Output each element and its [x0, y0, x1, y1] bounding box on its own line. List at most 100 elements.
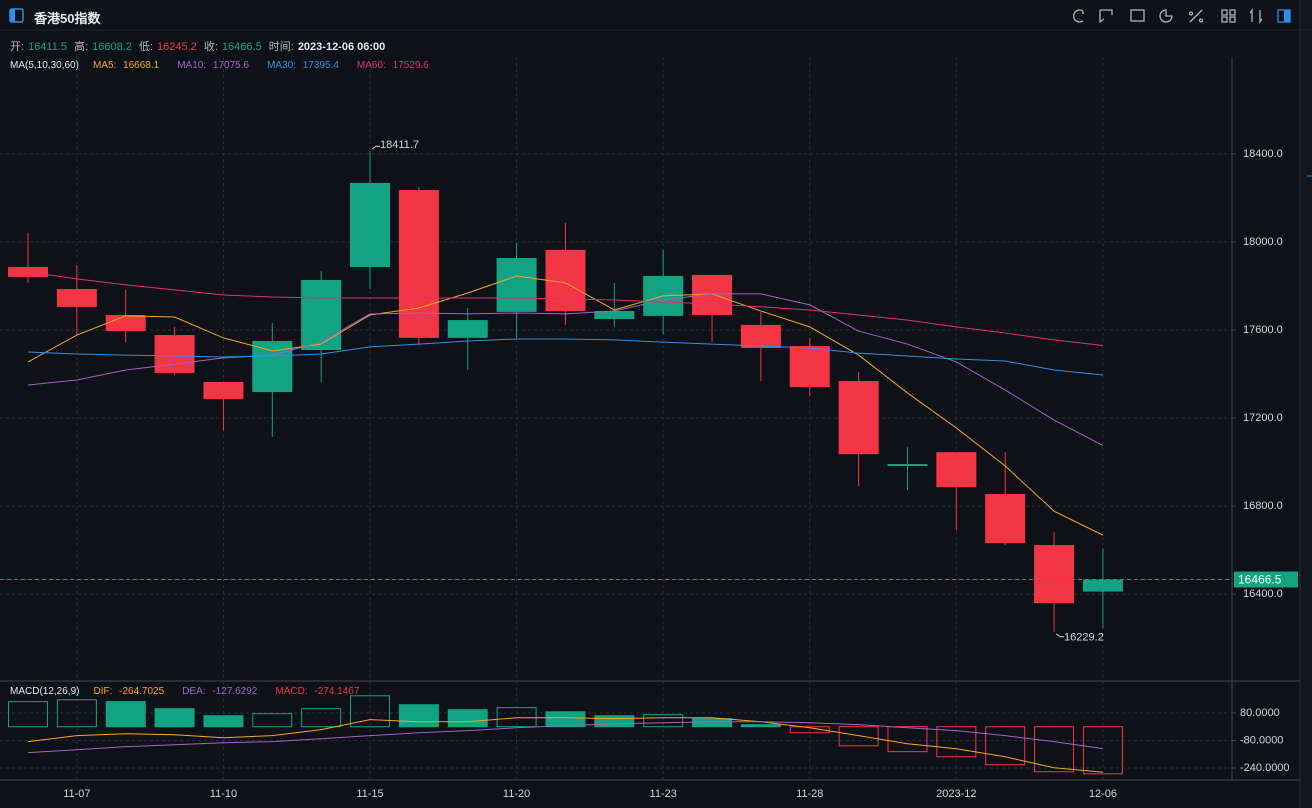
high-annotation: 18411.7	[380, 139, 419, 151]
info-label: 时间:	[268, 41, 294, 53]
legend-name: MA60	[357, 60, 389, 71]
x-tick-label: 2023-12	[936, 788, 976, 800]
refresh-icon[interactable]	[1073, 9, 1084, 23]
x-tick-label: 11-20	[503, 788, 530, 800]
macd-bar	[496, 707, 537, 728]
info-label: 高:	[74, 41, 89, 53]
macd-line	[27, 721, 1103, 754]
legend-name: MA30	[267, 60, 299, 71]
candle-body	[936, 452, 977, 488]
chart-title: 香港50指数	[34, 11, 101, 26]
legend-value: -264.7025	[119, 686, 165, 697]
title-icon[interactable]	[9, 8, 24, 23]
candle-body	[789, 346, 830, 387]
y-tick-label: 18000.0	[1243, 236, 1283, 248]
candle-body	[594, 311, 635, 319]
ma-line	[27, 338, 1103, 376]
legend-title: MA(5,10,30,60)	[10, 60, 79, 71]
legend-name: MA5	[93, 60, 119, 71]
macd-bar	[301, 708, 342, 728]
pie-icon[interactable]	[1159, 9, 1173, 23]
x-tick-label: 11-07	[63, 788, 90, 800]
macd-bar	[8, 701, 48, 728]
draw-icon[interactable]	[1099, 9, 1113, 24]
info-time: 2023-12-06 06:00	[297, 41, 386, 53]
macd-bar	[105, 701, 146, 728]
x-tick-label: 11-23	[650, 788, 677, 800]
legend-name: MA10	[177, 60, 209, 71]
macd-bar	[692, 718, 733, 728]
macd-bar	[789, 726, 830, 734]
sort-icon[interactable]	[1249, 7, 1263, 25]
macd-bar	[1034, 726, 1075, 773]
candle-body	[496, 257, 537, 312]
x-tick-label: 11-28	[796, 788, 823, 800]
candle-body	[154, 335, 195, 373]
x-tick-label: 11-10	[210, 788, 237, 800]
macd-bar	[447, 709, 488, 728]
macd-bar	[887, 726, 928, 753]
candle-body	[350, 182, 391, 268]
candle-body	[56, 289, 97, 307]
y-tick-label: 18400.0	[1243, 148, 1283, 160]
legend-name: DEA	[182, 686, 208, 697]
info-value: 16245.2	[157, 41, 197, 53]
legend-entry: MACD -274.1467	[275, 686, 363, 697]
ohlc-info: 开: 16411.5 高: 16608.2 低: 16245.2 收: 16466.5 …	[10, 38, 389, 54]
y-tick-label: -80.0000	[1240, 734, 1283, 746]
y-tick-label: -240.0000	[1240, 762, 1290, 774]
low-annotation: 16229.2	[1064, 632, 1104, 644]
macd-bar	[545, 711, 586, 728]
candle-body	[1034, 545, 1075, 604]
x-tick-label: 11-15	[356, 788, 383, 800]
info-label: 收:	[203, 41, 218, 53]
candle-body	[301, 280, 342, 351]
legend-title: MACD(12,26,9)	[10, 686, 80, 697]
legend-entry: MA6017529.6	[357, 60, 433, 71]
legend-value: 16668.1	[123, 60, 160, 71]
macd-bar	[936, 726, 977, 758]
last-price-box	[1234, 571, 1298, 588]
layout-icon[interactable]	[1221, 9, 1236, 23]
y-tick-label: 16400.0	[1243, 588, 1283, 600]
y-tick-label: 80.0000	[1240, 707, 1280, 719]
candle-body	[985, 493, 1026, 544]
y-tick-label: 17600.0	[1243, 324, 1283, 336]
macd-bar	[594, 715, 635, 728]
legend-entry: MA1017075.6	[177, 60, 253, 71]
macd-bar	[154, 708, 195, 728]
ma-line	[27, 293, 1104, 446]
candle-body	[740, 324, 781, 349]
macd-bar	[985, 726, 1026, 766]
info-label: 开:	[10, 41, 25, 53]
chart-icon[interactable]	[1130, 9, 1145, 22]
percent-icon[interactable]	[1188, 9, 1204, 23]
x-tick-label: 12-06	[1089, 788, 1117, 800]
legend-value: 17395.4	[302, 60, 339, 71]
legend-value: -127.6292	[212, 686, 258, 697]
macd-bar	[398, 704, 439, 728]
legend-entry: MA3017395.4	[267, 60, 343, 71]
last-price-label: 16466.5	[1238, 573, 1282, 587]
ma-line	[27, 271, 1103, 346]
legend-name: DIF	[93, 686, 115, 697]
icon-fill	[10, 9, 15, 22]
candle-body	[105, 315, 146, 332]
macd-bar	[643, 714, 684, 728]
candle-body	[1082, 579, 1123, 592]
y-tick-label: 16800.0	[1243, 500, 1283, 512]
candle-body	[203, 381, 244, 400]
legend-value: 17075.6	[212, 60, 250, 71]
macd-bar	[1082, 726, 1123, 775]
candle-body	[398, 189, 439, 338]
candle-body	[838, 381, 879, 455]
legend-value: -274.1467	[314, 686, 360, 697]
y-tick-label: 17200.0	[1243, 412, 1283, 424]
ma-legend: MA(5,10,30,60)MA516668.1MA1017075.6MA301…	[10, 60, 447, 71]
macd-bar	[56, 699, 97, 728]
legend-name: MACD	[275, 686, 310, 697]
low-pointer	[1055, 633, 1065, 638]
legend-entry: MA5 16668.1	[93, 60, 163, 71]
